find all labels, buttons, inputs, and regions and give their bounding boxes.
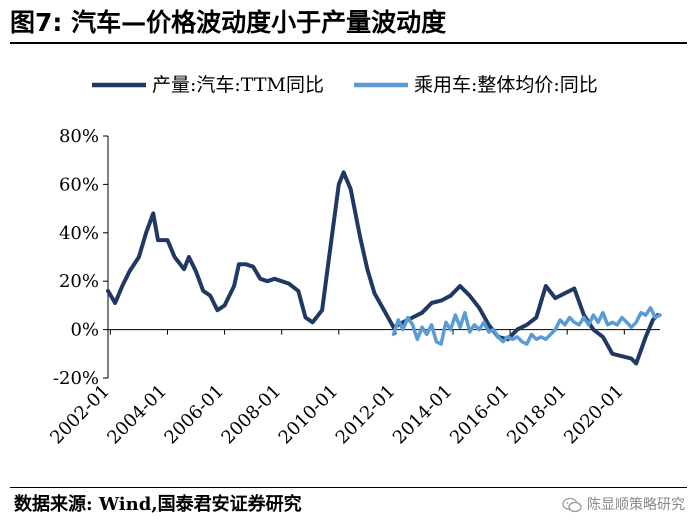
title-rule xyxy=(10,42,687,44)
series-line-1 xyxy=(106,170,660,366)
legend: 产量:汽车:TTM同比 乘用车:整体均价:同比 xyxy=(92,74,598,96)
x-tick-label: 2014-01 xyxy=(389,381,457,449)
y-tick-label: 0% xyxy=(70,320,99,341)
x-tick-label: 2008-01 xyxy=(217,381,285,449)
x-tick-label: 2020-01 xyxy=(560,381,628,449)
x-tick-label: 2018-01 xyxy=(503,381,571,449)
series-line-2 xyxy=(391,306,662,346)
data-source: 数据来源: Wind,国泰君安证券研究 xyxy=(14,494,302,515)
line-chart: 产量:汽车:TTM同比 乘用车:整体均价:同比 -20% 0% 20% 40% 60% 80… xyxy=(46,74,662,448)
y-tick-label: 20% xyxy=(59,271,99,292)
y-tick-label: 60% xyxy=(59,174,99,195)
figure-title: 图7: 汽车—价格波动度小于产量波动度 xyxy=(10,8,447,37)
x-tick-label: 2012-01 xyxy=(332,381,400,449)
legend-label-1: 产量:汽车:TTM同比 xyxy=(152,74,324,96)
legend-label-2: 乘用车:整体均价:同比 xyxy=(414,74,598,96)
x-tick-label: 2002-01 xyxy=(46,381,114,449)
x-tick-label: 2016-01 xyxy=(446,381,514,449)
x-tick-label: 2010-01 xyxy=(275,381,343,449)
x-tick-label: 2004-01 xyxy=(103,381,171,449)
watermark: 陈显顺策略研究 xyxy=(562,494,685,516)
series-layer xyxy=(106,170,662,366)
y-tick-label: 80% xyxy=(59,126,99,147)
watermark-text: 陈显顺策略研究 xyxy=(587,497,685,513)
wechat-icon xyxy=(562,497,582,513)
source-rule xyxy=(10,487,687,488)
axes: -20%0%20%40%60%80%2002-012004-012006-012… xyxy=(46,126,660,448)
y-tick-label: -20% xyxy=(53,368,99,389)
y-tick-label: 40% xyxy=(59,223,99,244)
x-tick-label: 2006-01 xyxy=(160,381,228,449)
